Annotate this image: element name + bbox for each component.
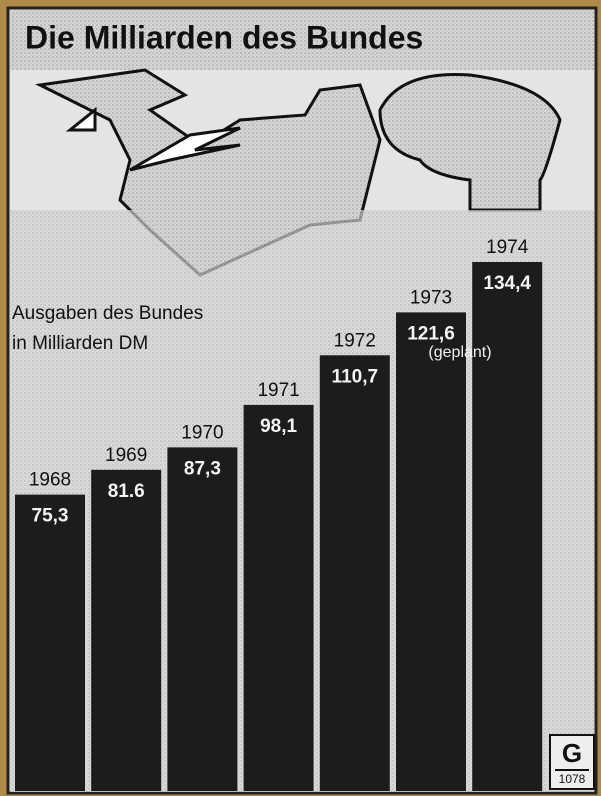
category-label: 1973 — [410, 287, 452, 308]
value-label: 98,1 — [260, 416, 297, 437]
category-label: 1970 — [181, 422, 223, 443]
bar — [320, 355, 390, 791]
bar — [91, 470, 161, 791]
category-label: 1969 — [105, 445, 147, 466]
category-label: 1972 — [334, 330, 376, 351]
category-label: 1974 — [486, 237, 529, 258]
category-label: 1971 — [257, 380, 299, 401]
bar — [15, 495, 85, 791]
bar — [167, 447, 237, 791]
category-label: 1968 — [29, 470, 71, 491]
value-label: 81.6 — [108, 481, 145, 502]
value-label: 121,6 — [407, 323, 455, 344]
logo-symbol: G — [562, 738, 582, 768]
subtitle: in Milliarden DM — [12, 333, 148, 354]
value-label: 110,7 — [332, 366, 379, 387]
logo-code: 1078 — [559, 772, 586, 786]
chart-title: Die Milliarden des Bundes — [25, 19, 423, 55]
value-label: 134,4 — [483, 273, 531, 294]
value-label: 75,3 — [32, 506, 69, 527]
bar — [396, 312, 466, 791]
bar — [244, 405, 314, 791]
annotation: (geplant) — [428, 344, 491, 361]
chart: Die Milliarden des Bundes Ausgaben des B… — [0, 0, 601, 796]
value-label: 87,3 — [184, 458, 221, 479]
subtitle: Ausgaben des Bundes — [12, 303, 203, 324]
bar — [472, 262, 542, 791]
